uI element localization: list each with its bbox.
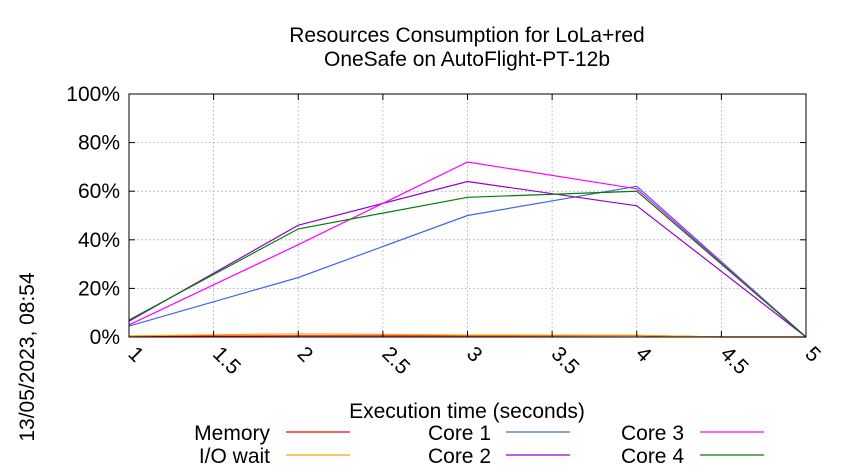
y-tick-label: 60%	[78, 180, 120, 203]
legend-label: Core 3	[621, 422, 684, 445]
x-tick-label: 3	[462, 342, 487, 367]
series-line-core-4	[128, 190, 807, 338]
x-axis-label: Execution time (seconds)	[349, 400, 585, 423]
x-tick-label: 5	[800, 342, 825, 367]
legend-label: Core 1	[428, 422, 491, 445]
legend-label: I/O wait	[199, 445, 270, 468]
series-line-core-2	[128, 180, 807, 338]
y-tick-label: 0%	[90, 326, 120, 349]
timestamp-label: 13/05/2023, 08:54	[16, 272, 39, 442]
x-tick-label: 3.5	[547, 342, 584, 379]
y-axis-ticks: 0% 20% 40% 60% 80% 100%	[66, 83, 806, 349]
y-tick-label: 40%	[78, 229, 120, 252]
y-tick-label: 100%	[66, 83, 120, 106]
legend-label: Core 4	[621, 445, 684, 468]
chart-title-line-2: OneSafe on AutoFlight-PT-12b	[324, 48, 610, 71]
x-tick-label: 1.5	[208, 342, 245, 379]
series-line-core-3	[128, 161, 807, 338]
x-tick-label: 4	[631, 342, 656, 367]
series-line-core-1	[128, 185, 807, 338]
x-tick-label: 2.5	[377, 342, 414, 379]
legend-label: Memory	[194, 422, 270, 445]
x-tick-label: 4.5	[716, 342, 753, 379]
y-tick-label: 20%	[78, 277, 120, 300]
y-tick-label: 80%	[78, 132, 120, 155]
x-tick-label: 2	[293, 342, 318, 367]
chart-title-line-1: Resources Consumption for LoLa+red	[289, 24, 644, 47]
x-tick-label: 1	[123, 342, 148, 367]
legend-label: Core 2	[428, 445, 491, 468]
